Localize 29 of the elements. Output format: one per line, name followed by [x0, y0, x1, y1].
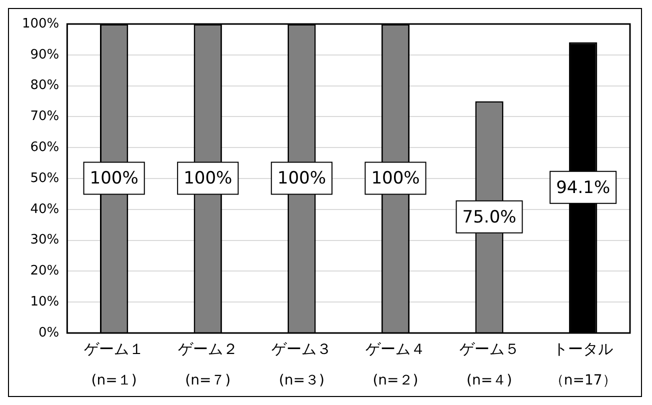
data-label: 94.1%: [556, 178, 610, 198]
data-label: 100%: [90, 168, 138, 189]
data-label: 100%: [371, 168, 420, 189]
x-tick-label: ゲーム２: [178, 340, 238, 358]
text: (n=４): [466, 372, 512, 389]
y-tick-label: 60%: [30, 140, 60, 155]
y-tick-label: 70%: [30, 109, 60, 124]
y-tick-label: 90%: [30, 47, 60, 62]
y-tick-label: 0%: [38, 325, 60, 340]
y-tick-label: 100%: [22, 16, 60, 32]
x-tick-label: ゲーム５: [459, 340, 520, 358]
data-label: 75.0%: [462, 207, 516, 228]
text: (n=３): [278, 372, 324, 389]
text: (n=２): [372, 372, 418, 389]
x-tick-label: ゲーム３: [272, 340, 332, 358]
y-tick-label: 30%: [30, 232, 60, 248]
y-tick-label: 20%: [30, 264, 60, 279]
y-tick-label: 80%: [30, 78, 60, 94]
data-label: 100%: [184, 168, 232, 189]
text: (n=７): [185, 372, 231, 389]
y-tick-label: 10%: [30, 294, 60, 310]
x-tick-label: ゲーム１: [84, 340, 144, 358]
data-label: 100%: [277, 168, 326, 189]
text: （n=17）: [550, 372, 616, 389]
y-tick-label: 40%: [30, 202, 60, 217]
text: (n=１): [91, 372, 137, 389]
x-tick-label: ゲーム４: [365, 340, 426, 358]
x-tick-label: トータル: [553, 340, 614, 358]
y-tick-label: 50%: [30, 170, 60, 186]
